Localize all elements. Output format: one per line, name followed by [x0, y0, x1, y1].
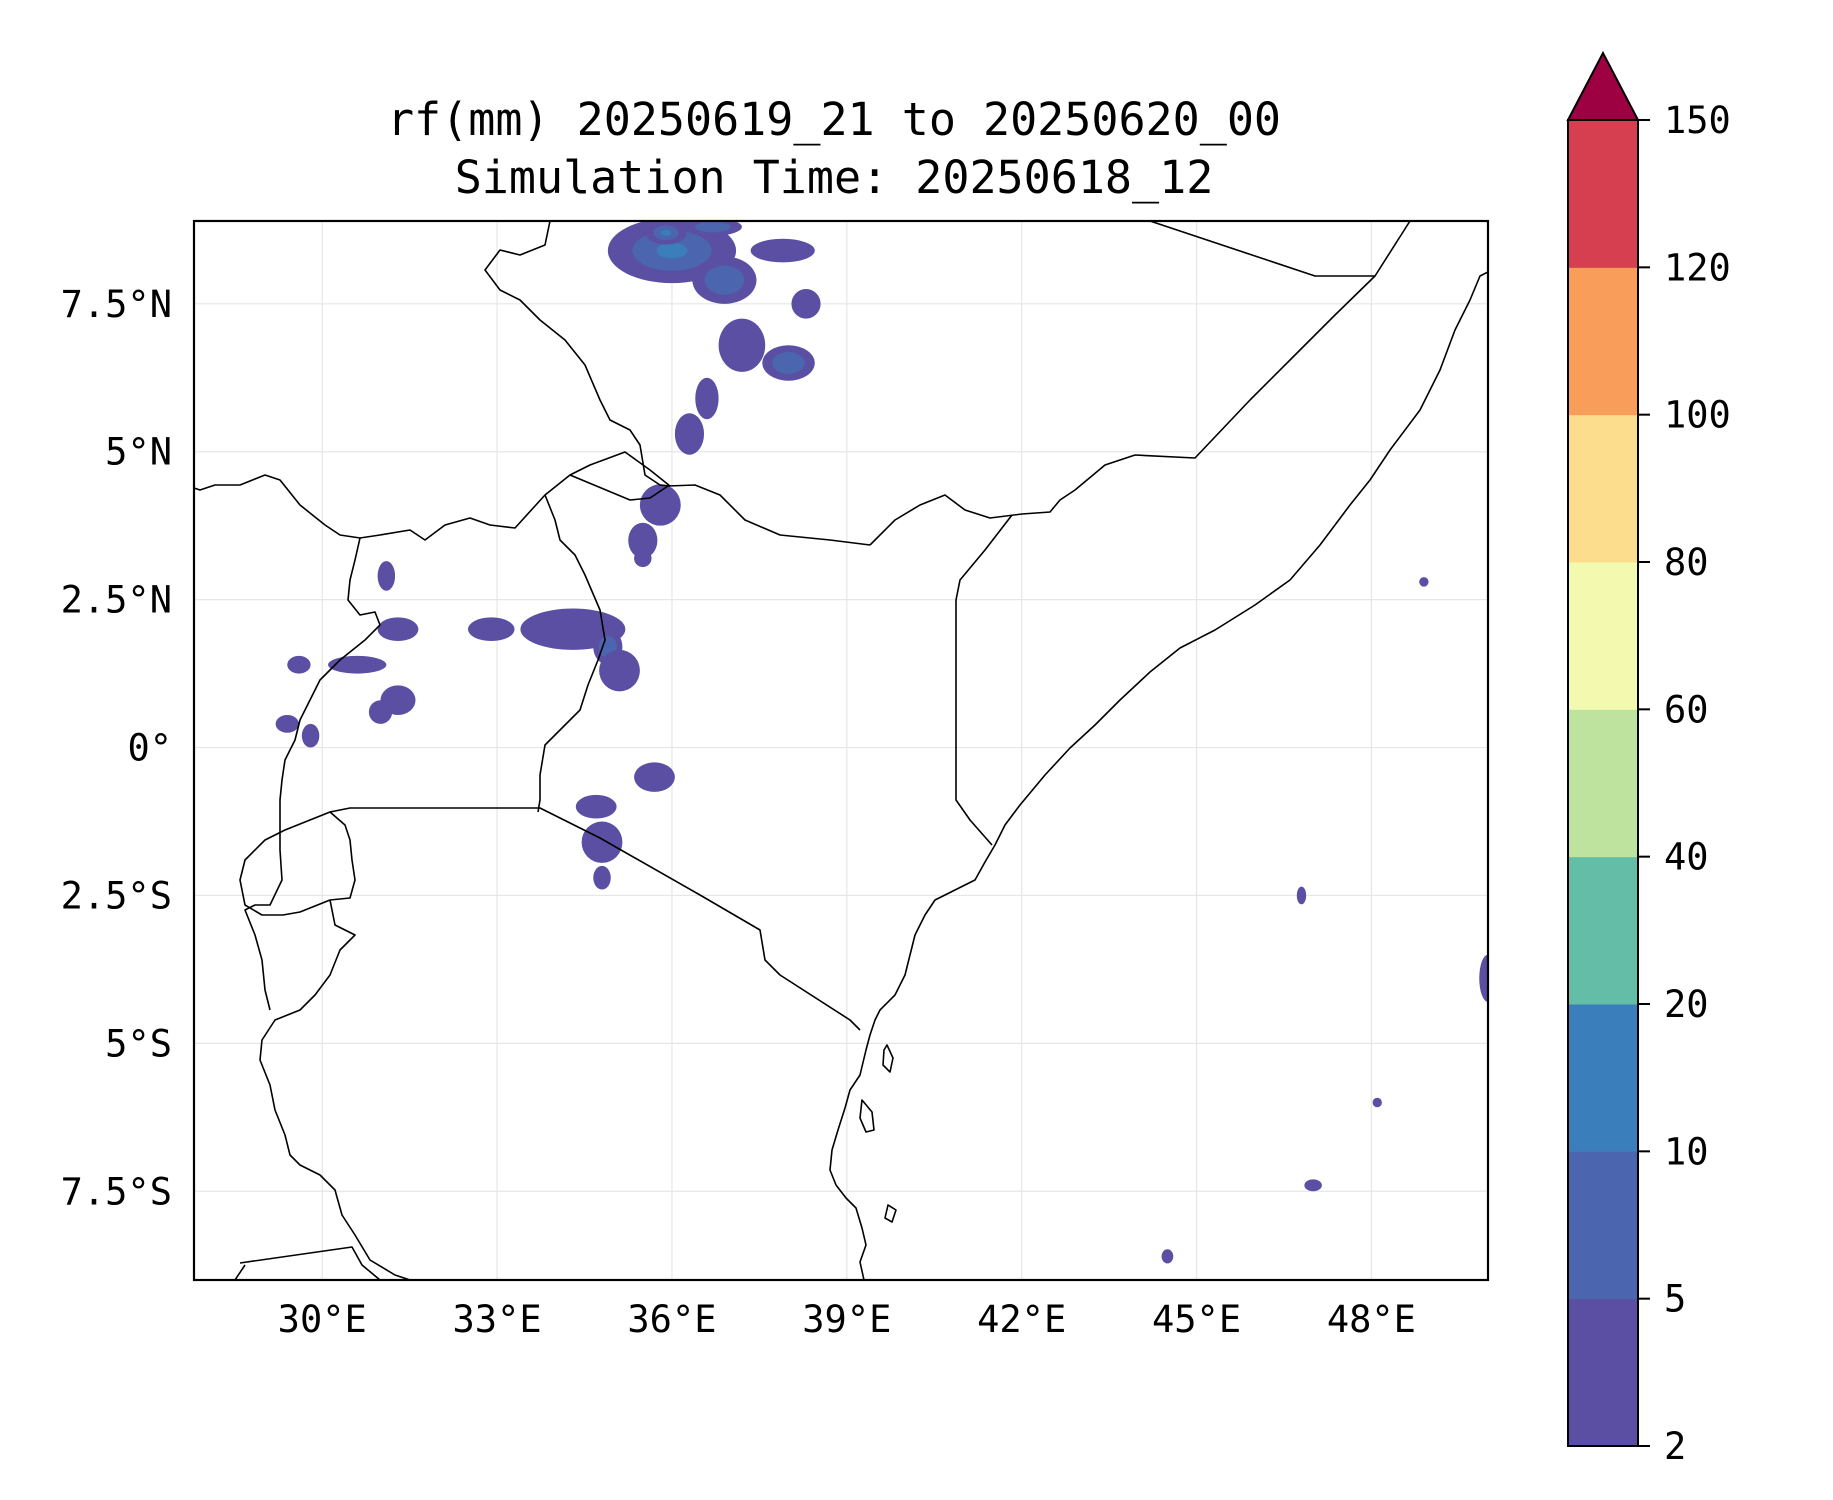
rain-cell: [791, 289, 821, 319]
colorbar-tick-label: 120: [1664, 246, 1731, 289]
rain-cell: [772, 351, 805, 374]
border-drc-west: [244, 820, 283, 1011]
rain-cell: [628, 522, 658, 559]
colorbar-band: [1568, 120, 1638, 268]
border-uganda-drc: [279, 537, 381, 820]
rain-cell: [661, 229, 672, 236]
border-north-somalia: [1374, 221, 1411, 277]
rain-cell: [581, 821, 623, 863]
rain-cell: [575, 794, 617, 819]
colorbar-tick-label: 100: [1664, 394, 1731, 437]
map-frame: [192, 219, 1490, 1282]
rain-cell: [1304, 1179, 1322, 1192]
colorbar-frame: [1567, 119, 1639, 1447]
rain-cell: [634, 762, 675, 792]
rain-cell: [634, 549, 652, 568]
rain-cell: [368, 700, 393, 724]
lat-tick-label: 0°: [127, 727, 172, 770]
rain-cell: [593, 865, 611, 890]
border-zambia-tanzania: [239, 1246, 381, 1280]
pemba-island: [882, 1044, 894, 1073]
colorbar-tick-label: 150: [1664, 99, 1731, 142]
coastline: [829, 271, 1488, 1280]
colorbar-band: [1568, 267, 1638, 416]
rainfall-contours: [275, 221, 1488, 1264]
rain-cell: [377, 617, 419, 642]
colorbar: 2 5 10 20 40 60 80 100 120 150: [1566, 50, 1731, 1468]
border-kenya-somalia: [955, 514, 1013, 846]
lat-tick-label: 5°S: [105, 1022, 172, 1065]
rain-cell: [377, 561, 396, 591]
rain-cell: [656, 242, 688, 259]
rain-cell: [1161, 1249, 1174, 1264]
lon-tick-label: 45°E: [1152, 1298, 1241, 1341]
colorbar-band: [1568, 1151, 1638, 1300]
lat-tick-label: 5°N: [105, 431, 172, 474]
colorbar-tick-label: 60: [1664, 688, 1709, 731]
rain-cell: [1479, 954, 1488, 1002]
colorbar-band: [1568, 709, 1638, 858]
colorbar-tick-label: 80: [1664, 541, 1709, 584]
mafia-island: [884, 1204, 897, 1223]
lon-tick-label: 33°E: [453, 1298, 542, 1341]
colorbar-bands: [1568, 120, 1638, 1447]
rain-cell: [287, 655, 311, 674]
colorbar-tick-label: 20: [1664, 983, 1709, 1026]
border-uganda-kenya: [537, 494, 606, 813]
rain-cell: [639, 484, 681, 526]
lon-tick-label: 30°E: [278, 1298, 367, 1341]
colorbar-ticks: 2 5 10 20 40 60 80 100 120 150: [1638, 99, 1731, 1468]
border-burundi-tanzania: [259, 899, 411, 1280]
colorbar-band: [1568, 562, 1638, 710]
border-bottom-left: [234, 1264, 246, 1280]
rain-cell: [328, 655, 387, 674]
colorbar-band: [1568, 1004, 1638, 1152]
lon-tick-label: 36°E: [627, 1298, 716, 1341]
latitude-ticks: 7.5°N 5°N 2.5°N 0° 2.5°S 5°S 7.5°S: [61, 283, 172, 1213]
rain-cell: [718, 318, 766, 372]
lat-tick-label: 7.5°S: [61, 1170, 172, 1213]
boundaries: [194, 221, 1488, 1280]
border-ssudan-kenya: [194, 451, 671, 541]
title-line-1: rf(mm) 20250619_21 to 20250620_00: [387, 93, 1281, 146]
colorbar-tick-label: 5: [1664, 1278, 1686, 1321]
colorbar-extend-arrow: [1566, 50, 1640, 121]
title-line-2: Simulation Time: 20250618_12: [455, 151, 1214, 204]
rain-cell: [674, 413, 705, 455]
colorbar-tick-label: 2: [1664, 1425, 1686, 1468]
border-ssudan-ethiopia: [484, 221, 671, 487]
colorbar-band: [1568, 856, 1638, 1005]
longitude-ticks: 30°E 33°E 36°E 39°E 42°E 45°E 48°E: [278, 1298, 1416, 1341]
colorbar-band: [1568, 1298, 1638, 1447]
zanzibar-island: [859, 1099, 875, 1133]
rain-cell: [599, 649, 640, 692]
colorbar-band: [1568, 414, 1638, 563]
colorbar-tick-label: 40: [1664, 836, 1709, 879]
lat-tick-label: 7.5°N: [61, 283, 172, 326]
lat-tick-label: 2.5°S: [61, 874, 172, 917]
rain-cell: [275, 715, 299, 733]
rain-cell: [1296, 886, 1307, 905]
lon-tick-label: 48°E: [1327, 1298, 1416, 1341]
lon-tick-label: 39°E: [802, 1298, 891, 1341]
rain-cell: [750, 238, 815, 263]
lon-tick-label: 42°E: [977, 1298, 1066, 1341]
rain-cell: [467, 617, 515, 642]
rain-cell: [694, 221, 731, 233]
map-background: [194, 221, 1488, 1280]
rain-cell: [301, 723, 320, 748]
border-rwanda-burundi: [239, 811, 356, 916]
border-kenya-ethiopia: [569, 474, 871, 546]
rain-cell: [695, 377, 719, 420]
colorbar-tick-label: 10: [1664, 1130, 1709, 1173]
map-panel: 30°E 33°E 36°E 39°E 42°E 45°E 48°E 7.5°N 5°N 2.5…: [61, 219, 1490, 1341]
rain-cell: [1372, 1097, 1382, 1108]
border-ethiopia-somalia: [869, 221, 1376, 546]
border-uganda-tanzania: [329, 807, 861, 1031]
lat-tick-label: 2.5°N: [61, 579, 172, 622]
rain-cell: [1419, 577, 1429, 587]
rain-cell: [704, 265, 745, 295]
